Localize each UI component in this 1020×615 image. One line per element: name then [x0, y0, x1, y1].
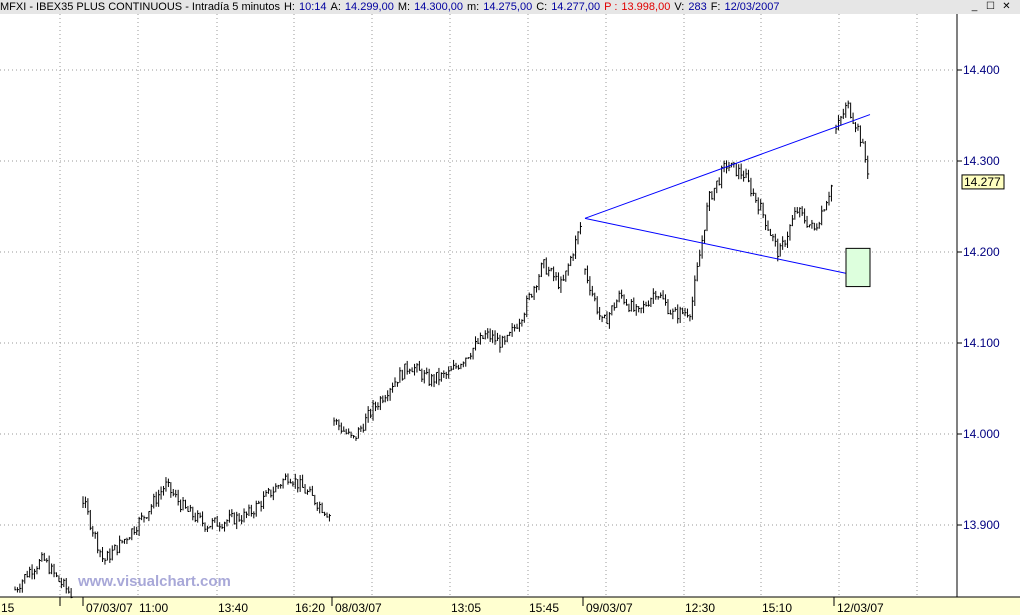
- last-price-tag: [961, 174, 1005, 190]
- trendline: [584, 114, 871, 219]
- p-label: P :: [604, 1, 618, 13]
- symbol-title: MFXI - IBEX35 PLUS CONTINUOUS - Intradía…: [0, 1, 280, 13]
- m-value: 14.300,00: [414, 1, 464, 13]
- time-label: 13:05: [451, 601, 481, 615]
- v-label: V:: [674, 1, 685, 13]
- price-tick-label: 14.000: [963, 427, 1000, 441]
- lo-value: 14.275,00: [483, 1, 533, 13]
- time-label: 16:20: [295, 601, 325, 615]
- time-label: 11:00: [139, 601, 168, 615]
- a-value: 14.299,00: [344, 1, 394, 13]
- f-value: 12/03/2007: [724, 1, 780, 13]
- chart-title-bar: MFXI - IBEX35 PLUS CONTINUOUS - Intradía…: [0, 0, 1020, 14]
- f-label: F:: [710, 1, 721, 13]
- minimize-icon[interactable]: _: [971, 1, 978, 12]
- price-tick-label: 14.400: [963, 63, 1000, 77]
- maximize-icon[interactable]: ☐: [986, 1, 995, 12]
- time-label: 15:45: [529, 601, 559, 615]
- v-value: 283: [688, 1, 707, 13]
- price-tick-label: 14.200: [963, 245, 1000, 259]
- last-price-label: 14.277: [964, 175, 1001, 189]
- price-tick-label: 14.100: [963, 336, 1000, 350]
- h-label: H:: [283, 1, 295, 13]
- target-box: [845, 247, 871, 288]
- time-label: 08/03/07: [335, 601, 382, 615]
- lo-label: m:: [467, 1, 480, 13]
- time-label: 12/03/07: [837, 601, 884, 615]
- time-label: 09/03/07: [586, 601, 633, 615]
- price-tick-label: 13.900: [963, 518, 1000, 532]
- trendline: [584, 217, 871, 279]
- h-value: 10:14: [298, 1, 327, 13]
- a-label: A:: [330, 1, 341, 13]
- p-value: 13.998,00: [621, 1, 671, 13]
- m-label: M:: [397, 1, 411, 13]
- time-label: 13:40: [218, 601, 248, 615]
- c-label: C:: [536, 1, 548, 13]
- time-label: 12:30: [685, 601, 715, 615]
- watermark: www.visualchart.com: [77, 573, 231, 590]
- close-icon[interactable]: ✕: [1002, 1, 1011, 12]
- time-label: 15:10: [762, 601, 792, 615]
- c-value: 14.277,00: [551, 1, 601, 13]
- time-label: 15: [1, 601, 15, 615]
- time-axis-band: [0, 597, 1020, 615]
- time-label: 07/03/07: [86, 601, 133, 615]
- price-tick-label: 14.300: [963, 154, 1000, 168]
